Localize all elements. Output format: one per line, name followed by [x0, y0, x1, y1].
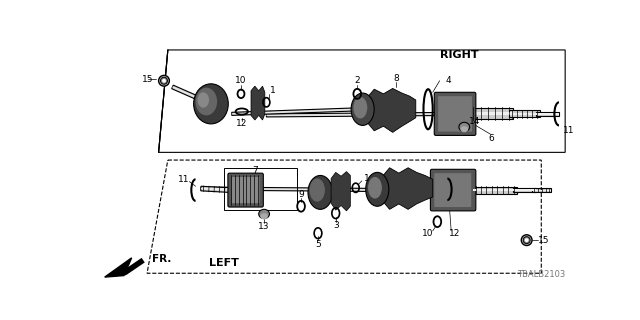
Ellipse shape	[459, 122, 470, 132]
Ellipse shape	[260, 213, 268, 219]
Text: TBALB2103: TBALB2103	[517, 270, 565, 279]
Ellipse shape	[259, 209, 269, 219]
Polygon shape	[331, 172, 350, 211]
FancyBboxPatch shape	[435, 92, 476, 135]
Text: FR.: FR.	[152, 254, 172, 264]
Text: 3: 3	[333, 221, 339, 230]
Ellipse shape	[159, 76, 170, 86]
Polygon shape	[367, 88, 416, 132]
Polygon shape	[441, 112, 513, 116]
Ellipse shape	[525, 238, 529, 242]
Polygon shape	[513, 189, 536, 191]
FancyBboxPatch shape	[435, 173, 471, 207]
Text: 12: 12	[236, 119, 248, 128]
Ellipse shape	[351, 93, 374, 125]
Polygon shape	[201, 187, 490, 192]
Text: 4: 4	[445, 76, 451, 85]
Polygon shape	[473, 187, 516, 194]
Polygon shape	[201, 186, 243, 193]
Ellipse shape	[198, 92, 209, 108]
Polygon shape	[532, 188, 551, 192]
Polygon shape	[266, 113, 459, 116]
Polygon shape	[382, 168, 433, 209]
Polygon shape	[509, 113, 540, 115]
Text: 6: 6	[488, 134, 494, 143]
Polygon shape	[536, 113, 559, 115]
Polygon shape	[172, 85, 212, 106]
Text: 2: 2	[355, 76, 360, 85]
Polygon shape	[266, 112, 459, 117]
Polygon shape	[201, 188, 243, 192]
Polygon shape	[513, 188, 536, 192]
Text: 9: 9	[298, 190, 304, 199]
Text: 11: 11	[563, 126, 575, 135]
FancyBboxPatch shape	[431, 169, 476, 211]
Ellipse shape	[523, 237, 530, 244]
Ellipse shape	[196, 88, 217, 116]
Text: 7: 7	[252, 166, 258, 175]
Ellipse shape	[162, 79, 166, 83]
Polygon shape	[172, 86, 211, 104]
Text: RIGHT: RIGHT	[440, 50, 478, 60]
Text: LEFT: LEFT	[209, 258, 239, 268]
Polygon shape	[473, 189, 516, 191]
Text: 13: 13	[259, 222, 270, 231]
Polygon shape	[232, 108, 361, 116]
FancyBboxPatch shape	[438, 96, 472, 132]
Polygon shape	[232, 109, 361, 114]
Polygon shape	[509, 110, 540, 117]
Ellipse shape	[308, 175, 333, 209]
Text: 1: 1	[269, 86, 275, 95]
Text: 15: 15	[538, 236, 549, 245]
Ellipse shape	[194, 84, 228, 124]
Polygon shape	[441, 108, 513, 119]
Text: 11: 11	[179, 175, 189, 184]
Ellipse shape	[161, 77, 168, 84]
Text: 8: 8	[393, 74, 399, 83]
Text: 1: 1	[364, 174, 369, 183]
FancyBboxPatch shape	[228, 173, 263, 207]
Ellipse shape	[460, 126, 468, 132]
Ellipse shape	[365, 172, 389, 206]
Text: 15: 15	[142, 75, 154, 84]
Polygon shape	[536, 112, 559, 116]
Text: 12: 12	[449, 229, 460, 238]
Polygon shape	[201, 188, 490, 191]
Ellipse shape	[353, 97, 367, 118]
Polygon shape	[532, 189, 551, 191]
Text: 10: 10	[422, 229, 434, 238]
Polygon shape	[251, 86, 265, 120]
Polygon shape	[105, 258, 132, 277]
Text: 5: 5	[315, 240, 321, 249]
Ellipse shape	[310, 179, 325, 202]
Text: 14: 14	[468, 117, 480, 126]
FancyBboxPatch shape	[232, 177, 259, 203]
Text: 10: 10	[236, 76, 247, 85]
Ellipse shape	[368, 177, 382, 198]
Ellipse shape	[521, 235, 532, 245]
